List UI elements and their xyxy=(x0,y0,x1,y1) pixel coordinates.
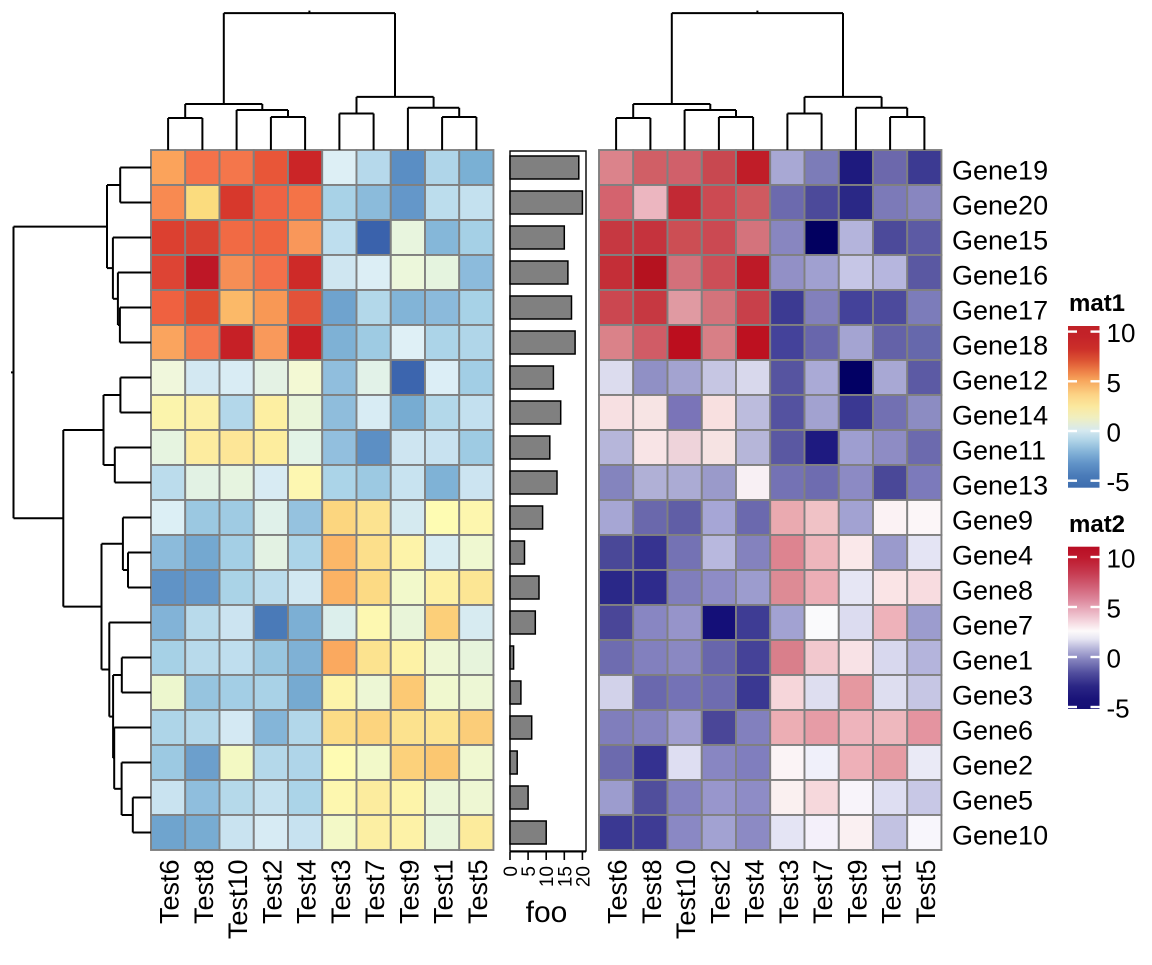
svg-text:Test5: Test5 xyxy=(463,860,493,925)
svg-text:Test2: Test2 xyxy=(257,860,287,925)
svg-text:Test3: Test3 xyxy=(774,860,804,925)
svg-text:0: 0 xyxy=(1107,418,1121,448)
svg-text:Test3: Test3 xyxy=(326,860,356,925)
svg-text:Test4: Test4 xyxy=(292,860,322,925)
svg-text:Test4: Test4 xyxy=(740,860,770,925)
svg-text:Test6: Test6 xyxy=(603,860,633,925)
svg-text:Gene2: Gene2 xyxy=(952,751,1033,781)
svg-text:Gene15: Gene15 xyxy=(952,226,1048,256)
svg-text:Gene4: Gene4 xyxy=(952,541,1033,571)
svg-text:Gene7: Gene7 xyxy=(952,611,1033,641)
svg-text:Gene11: Gene11 xyxy=(952,436,1046,466)
svg-text:10: 10 xyxy=(1107,318,1136,348)
svg-text:Gene14: Gene14 xyxy=(952,401,1048,431)
svg-text:0: 0 xyxy=(1107,644,1121,674)
svg-text:Gene18: Gene18 xyxy=(952,331,1048,361)
svg-text:Test1: Test1 xyxy=(877,860,907,925)
svg-text:-5: -5 xyxy=(1107,467,1130,497)
svg-text:mat2: mat2 xyxy=(1069,511,1125,538)
svg-text:Gene8: Gene8 xyxy=(952,576,1033,606)
svg-text:foo: foo xyxy=(526,896,568,929)
svg-text:Test1: Test1 xyxy=(429,860,459,925)
svg-text:Gene13: Gene13 xyxy=(952,471,1048,501)
svg-text:Gene10: Gene10 xyxy=(952,821,1048,851)
svg-text:20: 20 xyxy=(573,866,594,887)
svg-text:Gene19: Gene19 xyxy=(952,156,1048,186)
svg-text:10: 10 xyxy=(1107,544,1136,574)
svg-text:Test10: Test10 xyxy=(671,860,701,940)
svg-text:Gene9: Gene9 xyxy=(952,506,1033,536)
svg-text:Test9: Test9 xyxy=(842,860,872,925)
svg-text:Test8: Test8 xyxy=(637,860,667,925)
svg-text:Test8: Test8 xyxy=(189,860,219,925)
svg-text:Gene12: Gene12 xyxy=(952,366,1048,396)
svg-text:mat1: mat1 xyxy=(1069,290,1125,317)
svg-text:Gene5: Gene5 xyxy=(952,786,1033,816)
svg-text:15: 15 xyxy=(555,866,576,887)
svg-text:Test7: Test7 xyxy=(808,860,838,925)
svg-text:5: 5 xyxy=(1107,594,1121,624)
svg-text:0: 0 xyxy=(501,866,522,877)
svg-text:Test9: Test9 xyxy=(394,860,424,925)
svg-text:Test6: Test6 xyxy=(155,860,185,925)
svg-text:Gene16: Gene16 xyxy=(952,261,1048,291)
svg-text:10: 10 xyxy=(537,866,558,887)
svg-text:Test2: Test2 xyxy=(705,860,735,925)
svg-text:Test5: Test5 xyxy=(911,860,941,925)
svg-text:-5: -5 xyxy=(1107,694,1130,724)
svg-text:Gene1: Gene1 xyxy=(952,646,1033,676)
svg-text:Gene20: Gene20 xyxy=(952,191,1048,221)
svg-text:Gene17: Gene17 xyxy=(952,296,1048,326)
svg-text:Gene3: Gene3 xyxy=(952,681,1033,711)
svg-text:Test7: Test7 xyxy=(360,860,390,925)
svg-text:Test10: Test10 xyxy=(223,860,253,940)
svg-text:5: 5 xyxy=(1107,368,1121,398)
svg-text:5: 5 xyxy=(519,866,540,877)
svg-text:Gene6: Gene6 xyxy=(952,716,1033,746)
